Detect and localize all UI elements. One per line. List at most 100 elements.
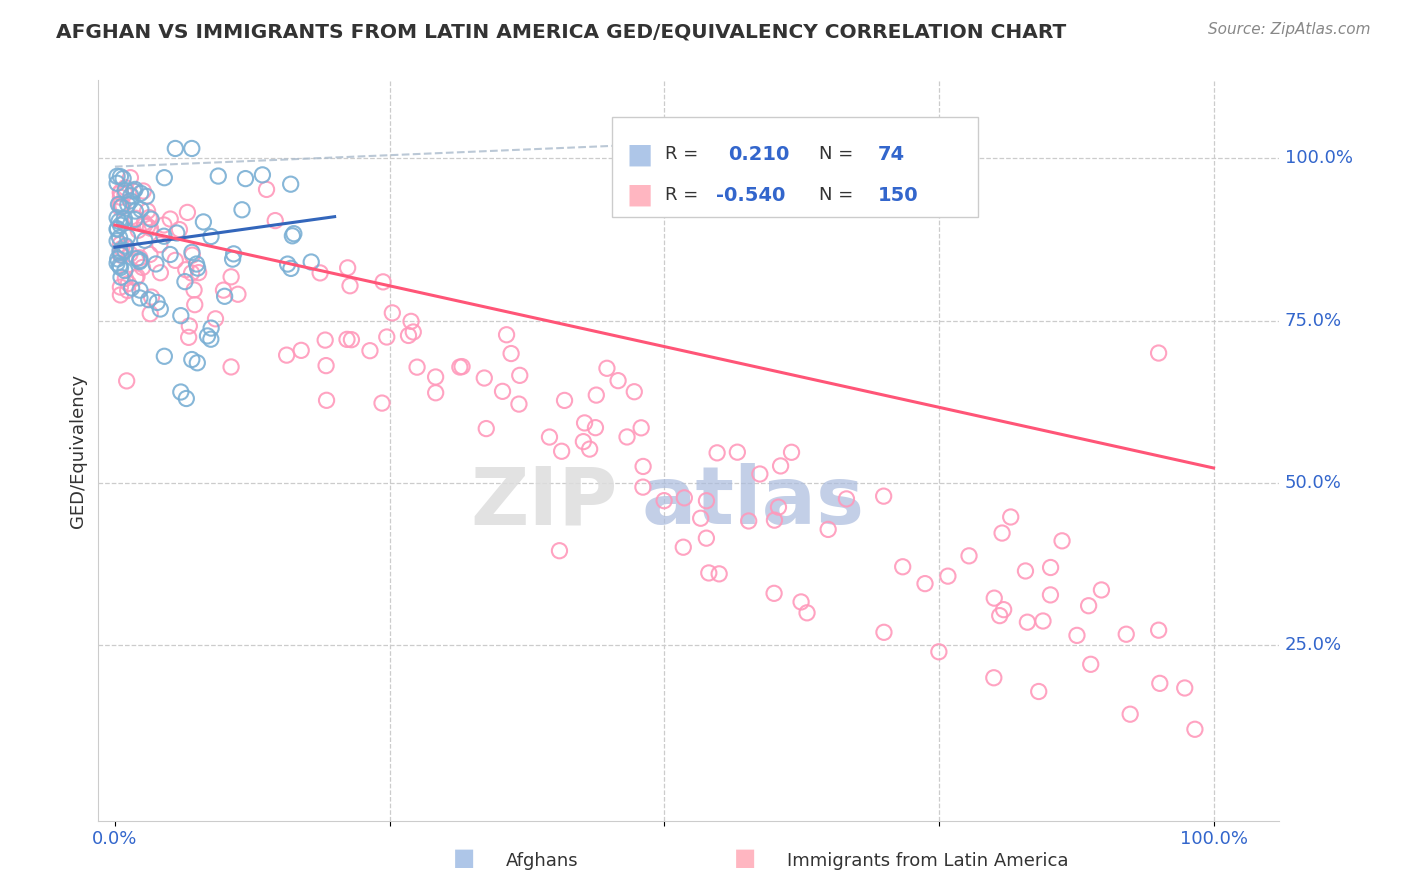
Point	[607, 374, 630, 388]
Point	[631, 480, 654, 494]
Point	[124, 204, 146, 219]
Point	[186, 257, 208, 271]
Point	[406, 360, 429, 375]
Point	[891, 559, 914, 574]
Point	[110, 280, 132, 294]
Point	[371, 275, 394, 289]
Point	[129, 253, 152, 268]
Point	[169, 222, 191, 236]
Point	[174, 275, 197, 289]
Point	[835, 491, 858, 506]
Text: ■: ■	[626, 181, 652, 209]
Point	[112, 216, 135, 230]
Point	[105, 169, 128, 184]
Point	[790, 595, 813, 609]
Point	[574, 416, 596, 430]
Y-axis label: GED/Equivalency: GED/Equivalency	[69, 374, 87, 527]
Point	[725, 445, 748, 459]
Point	[176, 392, 198, 406]
Point	[114, 244, 136, 258]
Text: ■: ■	[453, 846, 475, 870]
Point	[139, 221, 162, 235]
Point	[402, 325, 425, 339]
Point	[117, 230, 139, 244]
Point	[110, 190, 132, 204]
Point	[139, 212, 162, 227]
Point	[817, 523, 839, 537]
Point	[957, 549, 980, 563]
Point	[134, 218, 156, 232]
Point	[207, 169, 229, 183]
Point	[281, 228, 304, 243]
Point	[120, 170, 142, 185]
Text: AFGHAN VS IMMIGRANTS FROM LATIN AMERICA GED/EQUIVALENCY CORRELATION CHART: AFGHAN VS IMMIGRANTS FROM LATIN AMERICA …	[56, 22, 1067, 41]
Point	[219, 269, 242, 284]
Point	[697, 566, 720, 580]
Point	[128, 251, 150, 265]
Point	[110, 186, 132, 200]
Point	[181, 245, 204, 260]
Point	[139, 307, 162, 321]
Point	[1066, 628, 1088, 642]
Point	[110, 288, 132, 302]
Point	[315, 359, 337, 373]
Point	[339, 278, 361, 293]
Text: Source: ZipAtlas.com: Source: ZipAtlas.com	[1208, 22, 1371, 37]
Point	[129, 283, 152, 297]
Point	[193, 215, 215, 229]
Text: atlas: atlas	[641, 463, 865, 541]
Point	[176, 205, 198, 219]
Point	[128, 254, 150, 268]
Point	[110, 218, 132, 232]
Point	[159, 212, 181, 227]
Point	[187, 266, 209, 280]
Point	[314, 333, 336, 347]
Point	[768, 500, 790, 515]
Point	[993, 602, 1015, 616]
Point	[509, 368, 531, 383]
Point	[1017, 615, 1039, 630]
Point	[110, 245, 132, 260]
Point	[231, 202, 253, 217]
Point	[928, 645, 950, 659]
Point	[134, 233, 156, 247]
Point	[153, 349, 176, 363]
Point	[131, 260, 153, 275]
Point	[121, 281, 143, 295]
Point	[146, 295, 169, 310]
Point	[1039, 588, 1062, 602]
Point	[336, 332, 359, 346]
Point	[780, 445, 803, 459]
Point	[186, 356, 208, 370]
Point	[991, 526, 1014, 541]
Point	[170, 309, 193, 323]
Point	[623, 384, 645, 399]
Text: 50.0%: 50.0%	[1285, 474, 1341, 491]
Point	[673, 491, 696, 505]
Point	[153, 218, 176, 232]
Point	[299, 255, 322, 269]
Point	[214, 289, 236, 303]
Point	[221, 252, 243, 266]
Point	[280, 177, 302, 191]
Text: ■: ■	[626, 140, 652, 169]
Text: 100.0%: 100.0%	[1285, 149, 1353, 167]
Point	[108, 230, 131, 244]
Text: N =: N =	[818, 145, 859, 163]
Point	[309, 266, 332, 280]
Text: ZIP: ZIP	[471, 463, 619, 541]
Point	[425, 370, 447, 384]
Point	[451, 359, 474, 374]
Point	[538, 430, 561, 444]
Point	[105, 256, 128, 270]
Point	[1147, 623, 1170, 637]
Point	[399, 314, 422, 328]
Point	[110, 200, 132, 214]
Point	[180, 266, 202, 280]
Point	[1090, 582, 1112, 597]
Point	[145, 257, 167, 271]
Point	[110, 197, 132, 211]
Point	[125, 269, 148, 284]
Point	[988, 608, 1011, 623]
Point	[124, 182, 146, 196]
